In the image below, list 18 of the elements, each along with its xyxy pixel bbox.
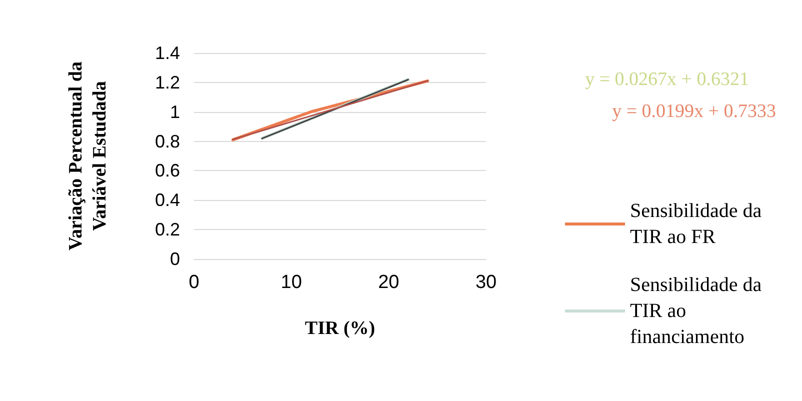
y-tick-label: 0.8 [154, 131, 180, 152]
x-tick-label: 10 [280, 272, 302, 293]
x-tick-label: 30 [475, 272, 497, 293]
y-tick-label: 0.4 [154, 190, 180, 210]
legend-label: Sensibilidade da TIR ao FR [630, 200, 767, 248]
y-tick-label: 0 [170, 249, 180, 269]
y-tick-label: 1 [170, 102, 180, 122]
text: y = 0.0267x + 0.6321 [585, 69, 750, 90]
x-tick-label: 0 [188, 272, 200, 293]
y-tick-label: 0.6 [154, 160, 180, 181]
text: y = 0.0199x + 0.7333 [612, 101, 776, 122]
legend-label: Sensibilidade da TIR ao financiamento [630, 274, 767, 348]
y-tick-label: 0.2 [154, 220, 180, 240]
y-tick-label: 1.4 [154, 43, 180, 63]
x-axis-title: TIR (%) [304, 318, 376, 339]
y-tick-label: 1.2 [154, 72, 180, 92]
y-axis-title: Variação Percentual da Variável Estudada [66, 61, 110, 250]
x-tick-label: 20 [378, 272, 400, 293]
